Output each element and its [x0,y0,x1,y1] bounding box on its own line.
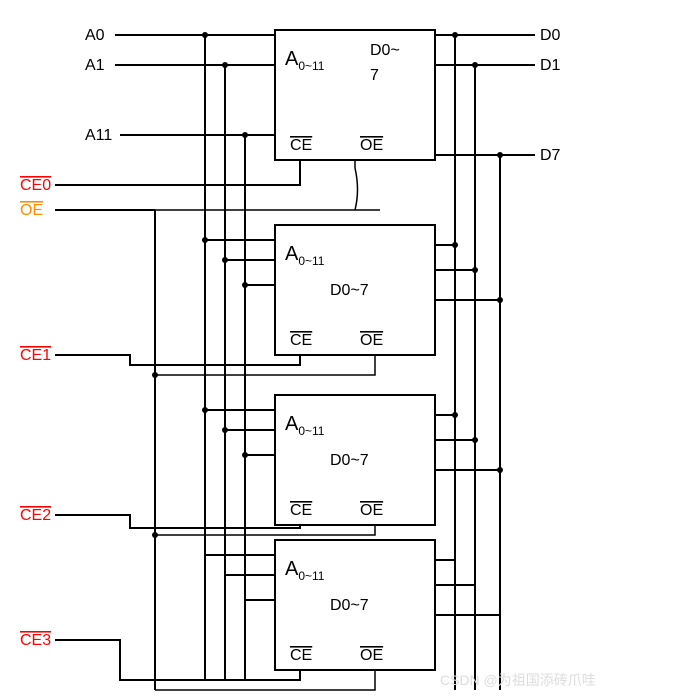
svg-text:D0~7: D0~7 [330,282,369,299]
chip-1: A0~11 D0~ 7 CE OE [275,30,435,160]
address-bus [115,35,275,680]
chip-2: A0~11 D0~7 CE OE [275,225,435,355]
chip-addr-label: A [285,48,299,70]
watermark: CSDN @为祖国添砖爪哇 [440,672,596,688]
svg-text:OE: OE [360,332,383,349]
chip-3: A0~11 D0~7 CE OE [275,395,435,525]
label-a0: A0 [85,27,105,44]
svg-text:OE: OE [360,502,383,519]
data-bus [435,35,535,690]
svg-text:CE: CE [290,332,312,349]
svg-text:CE: CE [290,502,312,519]
label-ce1: CE1 [20,347,51,364]
label-a11: A11 [85,127,112,144]
chip-4: A0~11 D0~7 CE OE [275,540,435,670]
chip-ce-pin: CE [290,137,312,154]
label-ce3: CE3 [20,632,51,649]
label-a1: A1 [85,57,105,74]
chip-oe-pin: OE [360,137,383,154]
label-d1: D1 [540,57,561,74]
label-d0: D0 [540,27,561,44]
label-d7: D7 [540,147,561,164]
label-ce0: CE0 [20,177,51,194]
svg-text:D0~7: D0~7 [330,597,369,614]
label-ce2: CE2 [20,507,51,524]
svg-text:D0~: D0~ [370,42,400,59]
label-oe: OE [20,202,43,219]
svg-text:OE: OE [360,647,383,664]
svg-text:7: 7 [370,67,379,84]
svg-text:CE: CE [290,647,312,664]
svg-text:D0~7: D0~7 [330,452,369,469]
